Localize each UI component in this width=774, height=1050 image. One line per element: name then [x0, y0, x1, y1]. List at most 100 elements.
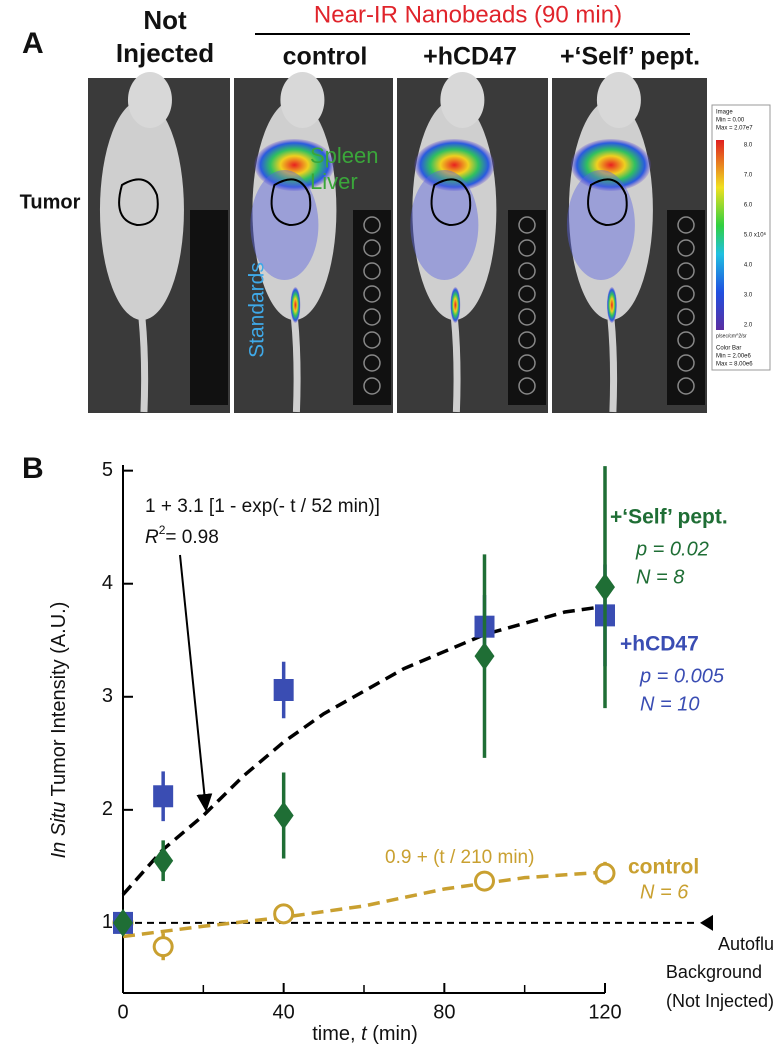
x-axis-label-part: (min) — [367, 1023, 418, 1045]
y-axis-label-part: Tumor Intensity (A.U.) — [48, 602, 70, 802]
marker-diamond — [113, 908, 133, 937]
fit-r2: R2= 0.98 — [145, 523, 219, 548]
colorbar-tick: 5.0 — [744, 233, 753, 239]
tumor-outline — [430, 178, 472, 227]
colorbar-text: Max = 8.00e6 — [716, 362, 753, 368]
y-tick-label: 5 — [102, 459, 113, 481]
signal — [254, 139, 335, 191]
mouse-body — [99, 100, 184, 320]
x-tick-label: 0 — [117, 1001, 128, 1023]
panel-label: B — [22, 452, 44, 485]
standard-well — [363, 216, 381, 234]
standard-well — [518, 239, 536, 257]
baseline-label: Autofluor. — [718, 934, 774, 954]
fit-r2-part: = 0.98 — [165, 527, 218, 548]
series-stat: N = 10 — [640, 693, 699, 715]
standard-well — [363, 239, 381, 257]
mouse-head — [280, 72, 325, 128]
fit-arrow — [179, 554, 213, 812]
mouse-head — [440, 72, 485, 128]
x-axis-label-part: t — [361, 1023, 368, 1045]
panel-label: A — [22, 27, 44, 60]
colorbar — [716, 140, 724, 330]
colorbar-tick: 6.0 — [744, 203, 753, 209]
tumor-label: Tumor — [20, 191, 81, 213]
x-tick-label: 40 — [273, 1001, 295, 1023]
y-tick-label: 3 — [102, 685, 113, 707]
standard-well — [518, 216, 536, 234]
x-tick-label: 80 — [433, 1001, 455, 1023]
y-tick-label: 2 — [102, 798, 113, 820]
marker-circle — [594, 862, 616, 884]
marker-square — [153, 785, 174, 808]
colorbar-text: Max = 2.07e7 — [716, 126, 753, 132]
y-tick-label: 4 — [102, 572, 113, 594]
standard-well — [518, 308, 536, 326]
signal — [450, 287, 461, 323]
fit-r2-part: 2 — [159, 523, 166, 537]
mouse-tail — [450, 317, 461, 413]
baseline-arrowhead — [700, 914, 713, 931]
colorbar-text: p/sec/cm^2/sr — [716, 333, 747, 339]
fit-label: 0.9 + (t / 210 min) — [385, 847, 534, 868]
standard-well — [677, 216, 695, 234]
colorbar-text: x10⁶ — [754, 232, 767, 239]
colorbar-tick: 7.0 — [744, 173, 753, 179]
marker-diamond — [273, 801, 294, 830]
series-stat: N = 8 — [636, 566, 684, 588]
series-stat: N = 6 — [640, 881, 689, 903]
signal — [566, 170, 635, 280]
baseline-label: (Not Injected) — [666, 991, 774, 1011]
signal — [570, 139, 651, 191]
marker-circle — [474, 870, 495, 892]
standard-well — [518, 331, 536, 349]
colorbar-text: Min = 0.00 — [716, 118, 745, 124]
standard-well — [363, 308, 381, 326]
column-title: +‘Self’ pept. — [560, 43, 700, 71]
x-axis-label: time, t (min) — [312, 1023, 418, 1045]
standard-well — [677, 377, 695, 395]
column-title: control — [283, 43, 368, 71]
standard-well — [518, 377, 536, 395]
mouse-tail — [607, 317, 618, 413]
standard-well — [677, 285, 695, 303]
signal — [606, 287, 617, 323]
organ-label: Liver — [310, 169, 358, 194]
standards-label: Standards — [246, 262, 269, 358]
series-label: +‘Self’ pept. — [610, 506, 728, 529]
mouse-head — [127, 72, 172, 128]
tumor-outline — [587, 178, 628, 227]
marker-circle — [273, 903, 295, 925]
colorbar-tick: 2.0 — [744, 323, 753, 329]
colorbar-tick: 4.0 — [744, 263, 753, 269]
mouse-tail — [138, 317, 149, 413]
mouse-tail — [290, 317, 301, 413]
standard-well — [677, 331, 695, 349]
standard-well — [363, 377, 381, 395]
not-injected: Injected — [116, 38, 214, 68]
signal — [250, 170, 319, 280]
x-tick-label: 120 — [588, 1001, 621, 1023]
colorbar-text: Color Bar — [716, 346, 741, 352]
signal — [414, 139, 495, 191]
standard-well — [363, 331, 381, 349]
colorbar-text: Image — [716, 110, 733, 116]
y-axis-label-part: In Situ — [48, 802, 70, 859]
marker-circle — [152, 936, 174, 958]
organ-label: Spleen — [310, 143, 379, 168]
colorbar-tick: 3.0 — [744, 293, 753, 299]
y-tick-label: 1 — [102, 911, 113, 933]
standards-plate — [508, 210, 546, 405]
colorbar-tick: 8.0 — [744, 143, 753, 149]
signal — [290, 287, 301, 323]
standards-plate — [667, 210, 705, 405]
marker-diamond — [153, 846, 174, 875]
standard-well — [677, 262, 695, 280]
colorbar-text: Min = 2.00e6 — [716, 354, 752, 360]
standard-well — [363, 354, 381, 372]
baseline-label: Background — [666, 962, 762, 982]
standard-well — [363, 285, 381, 303]
tumor-outline — [270, 178, 312, 227]
column-title: +hCD47 — [423, 43, 517, 71]
